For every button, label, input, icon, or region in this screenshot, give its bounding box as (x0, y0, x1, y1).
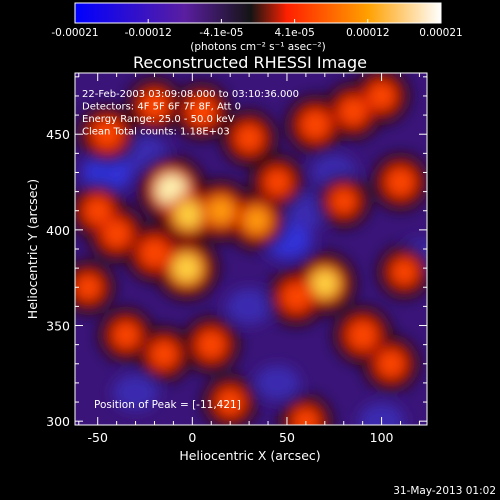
x-tick-label: -50 (87, 430, 107, 445)
y-axis: 300 350 400 450 (46, 76, 427, 429)
heatmap-hot-core (393, 261, 416, 283)
heatmap-cold-region (254, 365, 300, 401)
y-tick-label: 400 (46, 223, 70, 238)
colorbar-tick-label: -0.00012 (125, 27, 172, 39)
x-tick-label: 0 (188, 430, 196, 445)
heatmap-hot-core (243, 207, 270, 234)
heatmap-hot-core (369, 84, 394, 108)
heatmap-hot-core (310, 269, 339, 298)
colorbar-tick-label: -0.00021 (51, 27, 98, 39)
heatmap-hot-core (332, 190, 355, 213)
colorbar-tick-label: 0.00021 (419, 27, 462, 39)
x-axis-label: Heliocentric X (arcsec) (179, 448, 320, 463)
heatmap-cold-region (112, 374, 159, 411)
heatmap-cold-region (226, 288, 273, 325)
heatmap-cold-region (82, 152, 133, 193)
colorbar-tick-label: 0.00012 (346, 27, 389, 39)
heatmap-hot-core (174, 200, 203, 229)
heatmap-image (75, 73, 427, 425)
observation-info-line: Clean Total counts: 1.18E+03 (82, 127, 230, 138)
x-axis: -50 0 50 100 (78, 73, 420, 445)
heatmap-hot-core (207, 197, 235, 225)
observation-info-line: Detectors: 4F 5F 6F 7F 8F, Att 0 (82, 102, 241, 113)
x-tick-label: 50 (279, 430, 295, 445)
observation-info-line: 22-Feb-2003 03:09:08.000 to 03:10:36.000 (82, 89, 299, 100)
heatmap-hot-core (142, 93, 167, 118)
heatmap-hot-core (86, 199, 110, 223)
colorbar-tick-label: 4.1e-05 (274, 27, 314, 39)
heatmap-hot-core (341, 99, 366, 124)
heatmap-hot-core (350, 322, 376, 348)
x-tick-label: 100 (370, 430, 394, 445)
heatmap-hot-core (294, 410, 317, 425)
colorbar-unit-label: (photons cm⁻² s⁻¹ asec⁻²) (190, 41, 325, 53)
heatmap-cold-region (358, 403, 405, 425)
chart-title: Reconstructed RHESSI Image (133, 53, 367, 72)
heatmap-hot-core (94, 121, 120, 147)
observation-info: 22-Feb-2003 03:09:08.000 to 03:10:36.000… (82, 89, 299, 138)
heatmap-hot-core (114, 323, 138, 347)
y-tick-label: 350 (46, 319, 70, 334)
y-tick-label: 450 (46, 127, 70, 142)
heatmap-hot-core (218, 390, 242, 414)
heatmap-hot-core (142, 240, 167, 266)
heatmap-hot-core (77, 276, 100, 299)
heatmap-hot-core (152, 342, 176, 366)
heatmap-hot-core (189, 99, 214, 124)
heatmap-hot-core (237, 126, 261, 150)
colorbar (74, 2, 442, 24)
heatmap-hot-core (302, 112, 328, 138)
peak-position-label: Position of Peak = [-11,421] (94, 399, 241, 411)
y-axis-label: Heliocentric Y (arcsec) (25, 179, 40, 319)
footer-date: 31-May-2013 01:02 (393, 485, 496, 497)
heatmap-hot-core (266, 170, 289, 194)
heatmap-hot-core (199, 332, 224, 357)
heatmap-hot-core (283, 284, 309, 310)
colorbar-tick-label: -4.1e-05 (199, 27, 243, 39)
observation-info-line: Energy Range: 25.0 - 50.0 keV (82, 114, 235, 125)
heatmap-hot-core (388, 169, 413, 195)
y-tick-label: 300 (46, 414, 70, 429)
heatmap-hot-core (172, 253, 202, 283)
colorbar-ticks (74, 19, 442, 23)
heatmap-hot-core (104, 221, 129, 246)
colorbar-tick-labels: -0.00021 -0.00012 -4.1e-05 4.1e-05 0.00012 0.… (51, 27, 462, 39)
heatmap-hot-core (379, 352, 403, 376)
